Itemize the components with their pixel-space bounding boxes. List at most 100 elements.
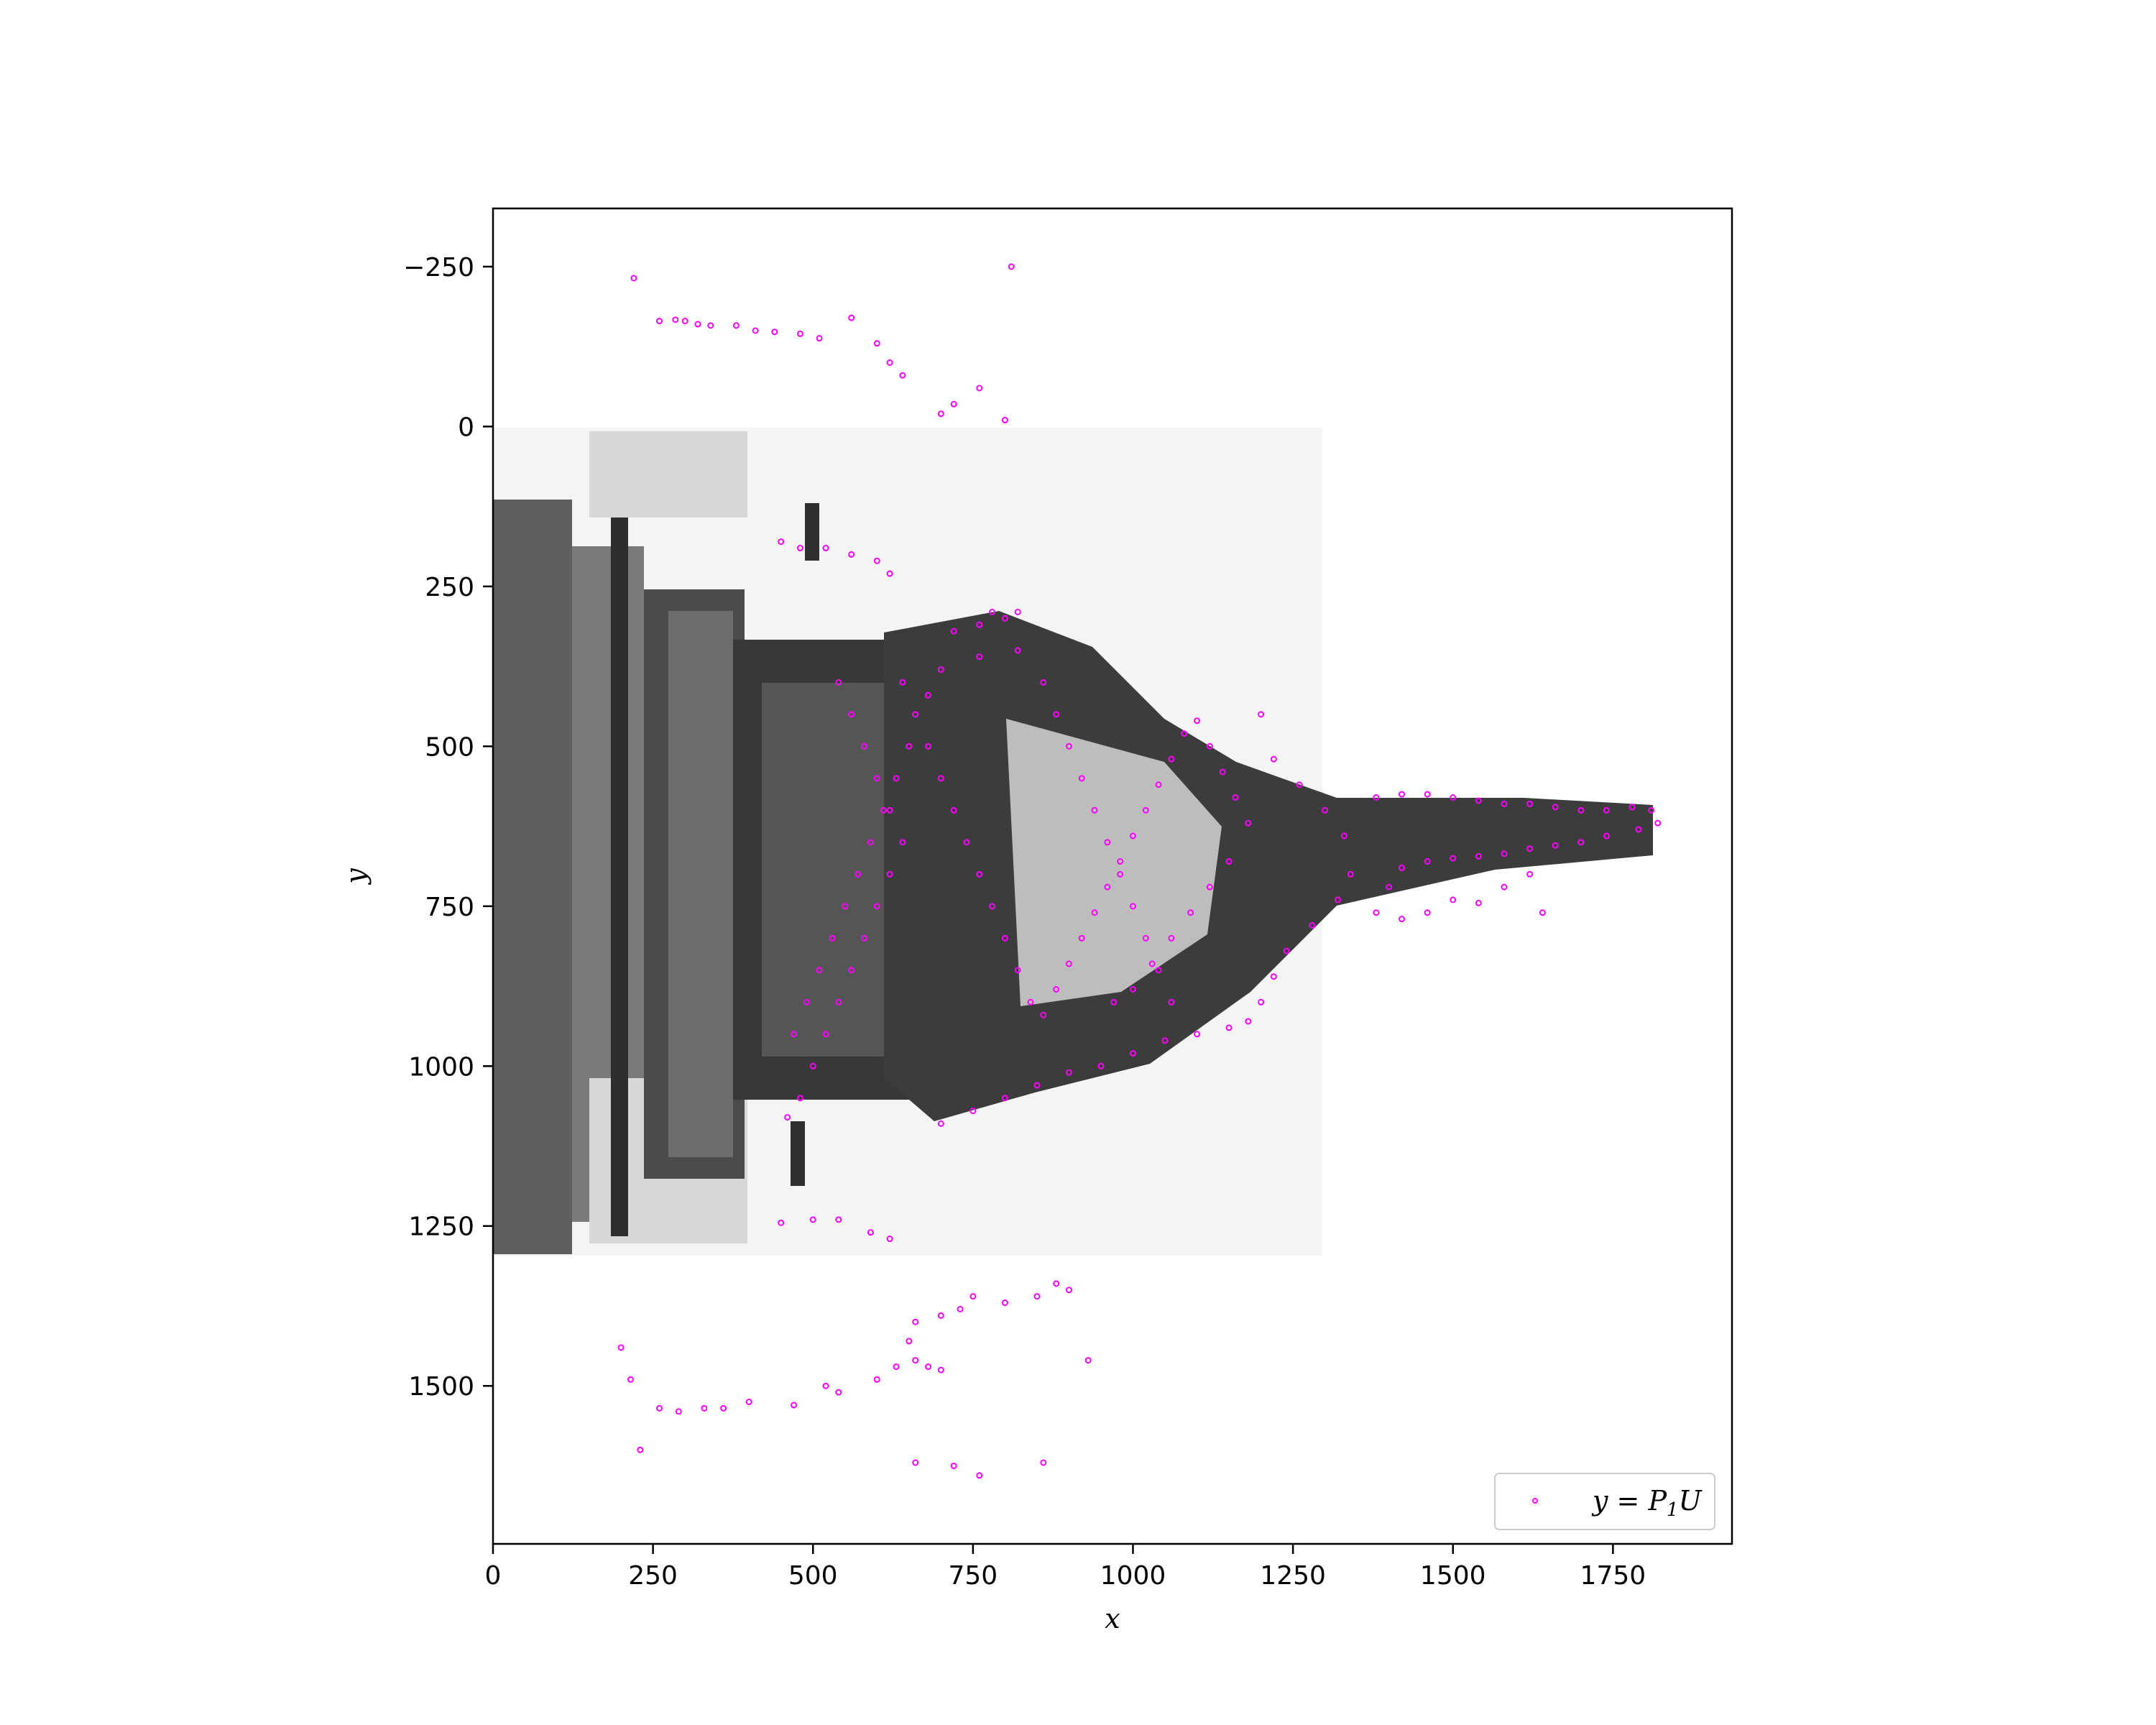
- scatter-point: [1245, 1018, 1252, 1025]
- scatter-point: [873, 1376, 880, 1383]
- scatter-point: [1129, 986, 1136, 993]
- scatter-point: [1225, 1024, 1233, 1031]
- scatter-point: [1654, 819, 1662, 827]
- scatter-point: [627, 1376, 634, 1383]
- scatter-point: [1040, 1459, 1047, 1466]
- scatter-point: [630, 275, 637, 282]
- scatter-point: [1526, 845, 1534, 852]
- scatter-point: [829, 934, 836, 942]
- scatter-point: [848, 314, 855, 321]
- scatter-point: [1450, 855, 1457, 862]
- scatter-point: [976, 385, 983, 392]
- scatter-point: [1033, 1293, 1041, 1300]
- scatter-point: [1258, 998, 1265, 1006]
- scatter-point: [912, 1459, 919, 1466]
- scatter-point: [1001, 615, 1008, 622]
- scatter-point: [1194, 717, 1201, 724]
- scatter-point: [1373, 794, 1380, 801]
- scatter-point: [822, 545, 829, 552]
- scatter-point: [1181, 730, 1188, 737]
- scatter-point: [1206, 742, 1213, 750]
- scatter-point: [1014, 647, 1021, 654]
- y-tick-label: 1000: [408, 1052, 474, 1082]
- scatter-point: [796, 545, 803, 552]
- scatter-point: [1283, 947, 1290, 954]
- scatter-point: [809, 1062, 816, 1070]
- scatter-point: [1501, 800, 1508, 807]
- scatter-point: [976, 653, 983, 661]
- x-axis-label: x: [1105, 1603, 1120, 1634]
- scatter-point: [1053, 1280, 1060, 1287]
- scatter-point: [1014, 967, 1021, 974]
- scatter-point: [656, 318, 663, 325]
- scatter-point: [1001, 417, 1008, 424]
- scatter-point: [835, 1389, 842, 1396]
- scatter-point: [1603, 832, 1610, 840]
- scatter-point: [1097, 1062, 1105, 1070]
- scatter-point: [1168, 998, 1175, 1006]
- scatter-point: [886, 1236, 893, 1243]
- scatter-point: [893, 1363, 900, 1371]
- scatter-point: [1475, 797, 1482, 804]
- scatter-point: [873, 903, 880, 910]
- scatter-point: [803, 998, 810, 1006]
- scatter-point: [1501, 883, 1508, 891]
- scatter-point: [1475, 852, 1482, 860]
- scatter-point: [681, 318, 688, 325]
- scatter-point: [835, 678, 842, 686]
- scatter-point: [1078, 934, 1085, 942]
- scatter-point: [1386, 883, 1393, 891]
- scatter-point: [893, 775, 900, 782]
- scatter-point: [1270, 755, 1277, 763]
- scatter-point: [1603, 806, 1610, 814]
- scatter-point: [1194, 1031, 1201, 1038]
- scatter-point: [1168, 934, 1175, 942]
- scatter-point: [899, 372, 906, 379]
- scatter-point: [791, 1031, 798, 1038]
- scatter-point: [842, 903, 849, 910]
- scatter-point: [1475, 899, 1482, 906]
- scatter-point: [707, 322, 714, 329]
- scatter-point: [672, 316, 679, 323]
- scatter-point: [1065, 960, 1072, 967]
- scatter-point: [1258, 711, 1265, 718]
- scatter-point: [1450, 896, 1457, 903]
- scatter-point: [989, 608, 996, 615]
- scatter-point: [969, 1293, 977, 1300]
- scatter-point: [912, 1357, 919, 1364]
- scatter-point: [1334, 896, 1341, 903]
- scatter-point: [1053, 711, 1060, 718]
- scatter-point: [1078, 775, 1085, 782]
- scatter-point: [873, 557, 880, 564]
- scatter-point: [1399, 916, 1406, 923]
- scatter-point: [937, 1312, 944, 1319]
- scatter-point: [809, 1216, 816, 1223]
- x-tick-label: 750: [949, 1561, 998, 1591]
- scatter-point: [1065, 1287, 1072, 1294]
- scatter-point: [1526, 800, 1534, 807]
- scatter-point: [1053, 986, 1060, 993]
- scatter-point: [937, 1366, 944, 1374]
- scatter-point: [1450, 794, 1457, 801]
- y-axis-label: y: [340, 868, 372, 886]
- scatter-point: [822, 1031, 829, 1038]
- x-tick-label: 1000: [1100, 1561, 1166, 1591]
- scatter-point: [860, 934, 867, 942]
- scatter-point: [1635, 826, 1642, 833]
- scatter-point: [873, 775, 880, 782]
- scatter-point: [899, 839, 906, 846]
- x-tick-label: 500: [788, 1561, 838, 1591]
- scatter-point: [1187, 909, 1194, 916]
- scatter-point: [1129, 832, 1136, 840]
- scatter-point: [848, 967, 855, 974]
- scatter-point: [976, 870, 983, 878]
- scatter-point: [771, 328, 778, 336]
- legend: y = P1U: [1494, 1473, 1715, 1530]
- scatter-point: [617, 1344, 625, 1351]
- scatter-point: [937, 1120, 944, 1127]
- scatter-point: [848, 711, 855, 718]
- scatter-point: [732, 322, 740, 329]
- x-tick-label: 250: [628, 1561, 678, 1591]
- y-tick-label: 1250: [408, 1213, 474, 1242]
- scatter-point: [1577, 806, 1585, 814]
